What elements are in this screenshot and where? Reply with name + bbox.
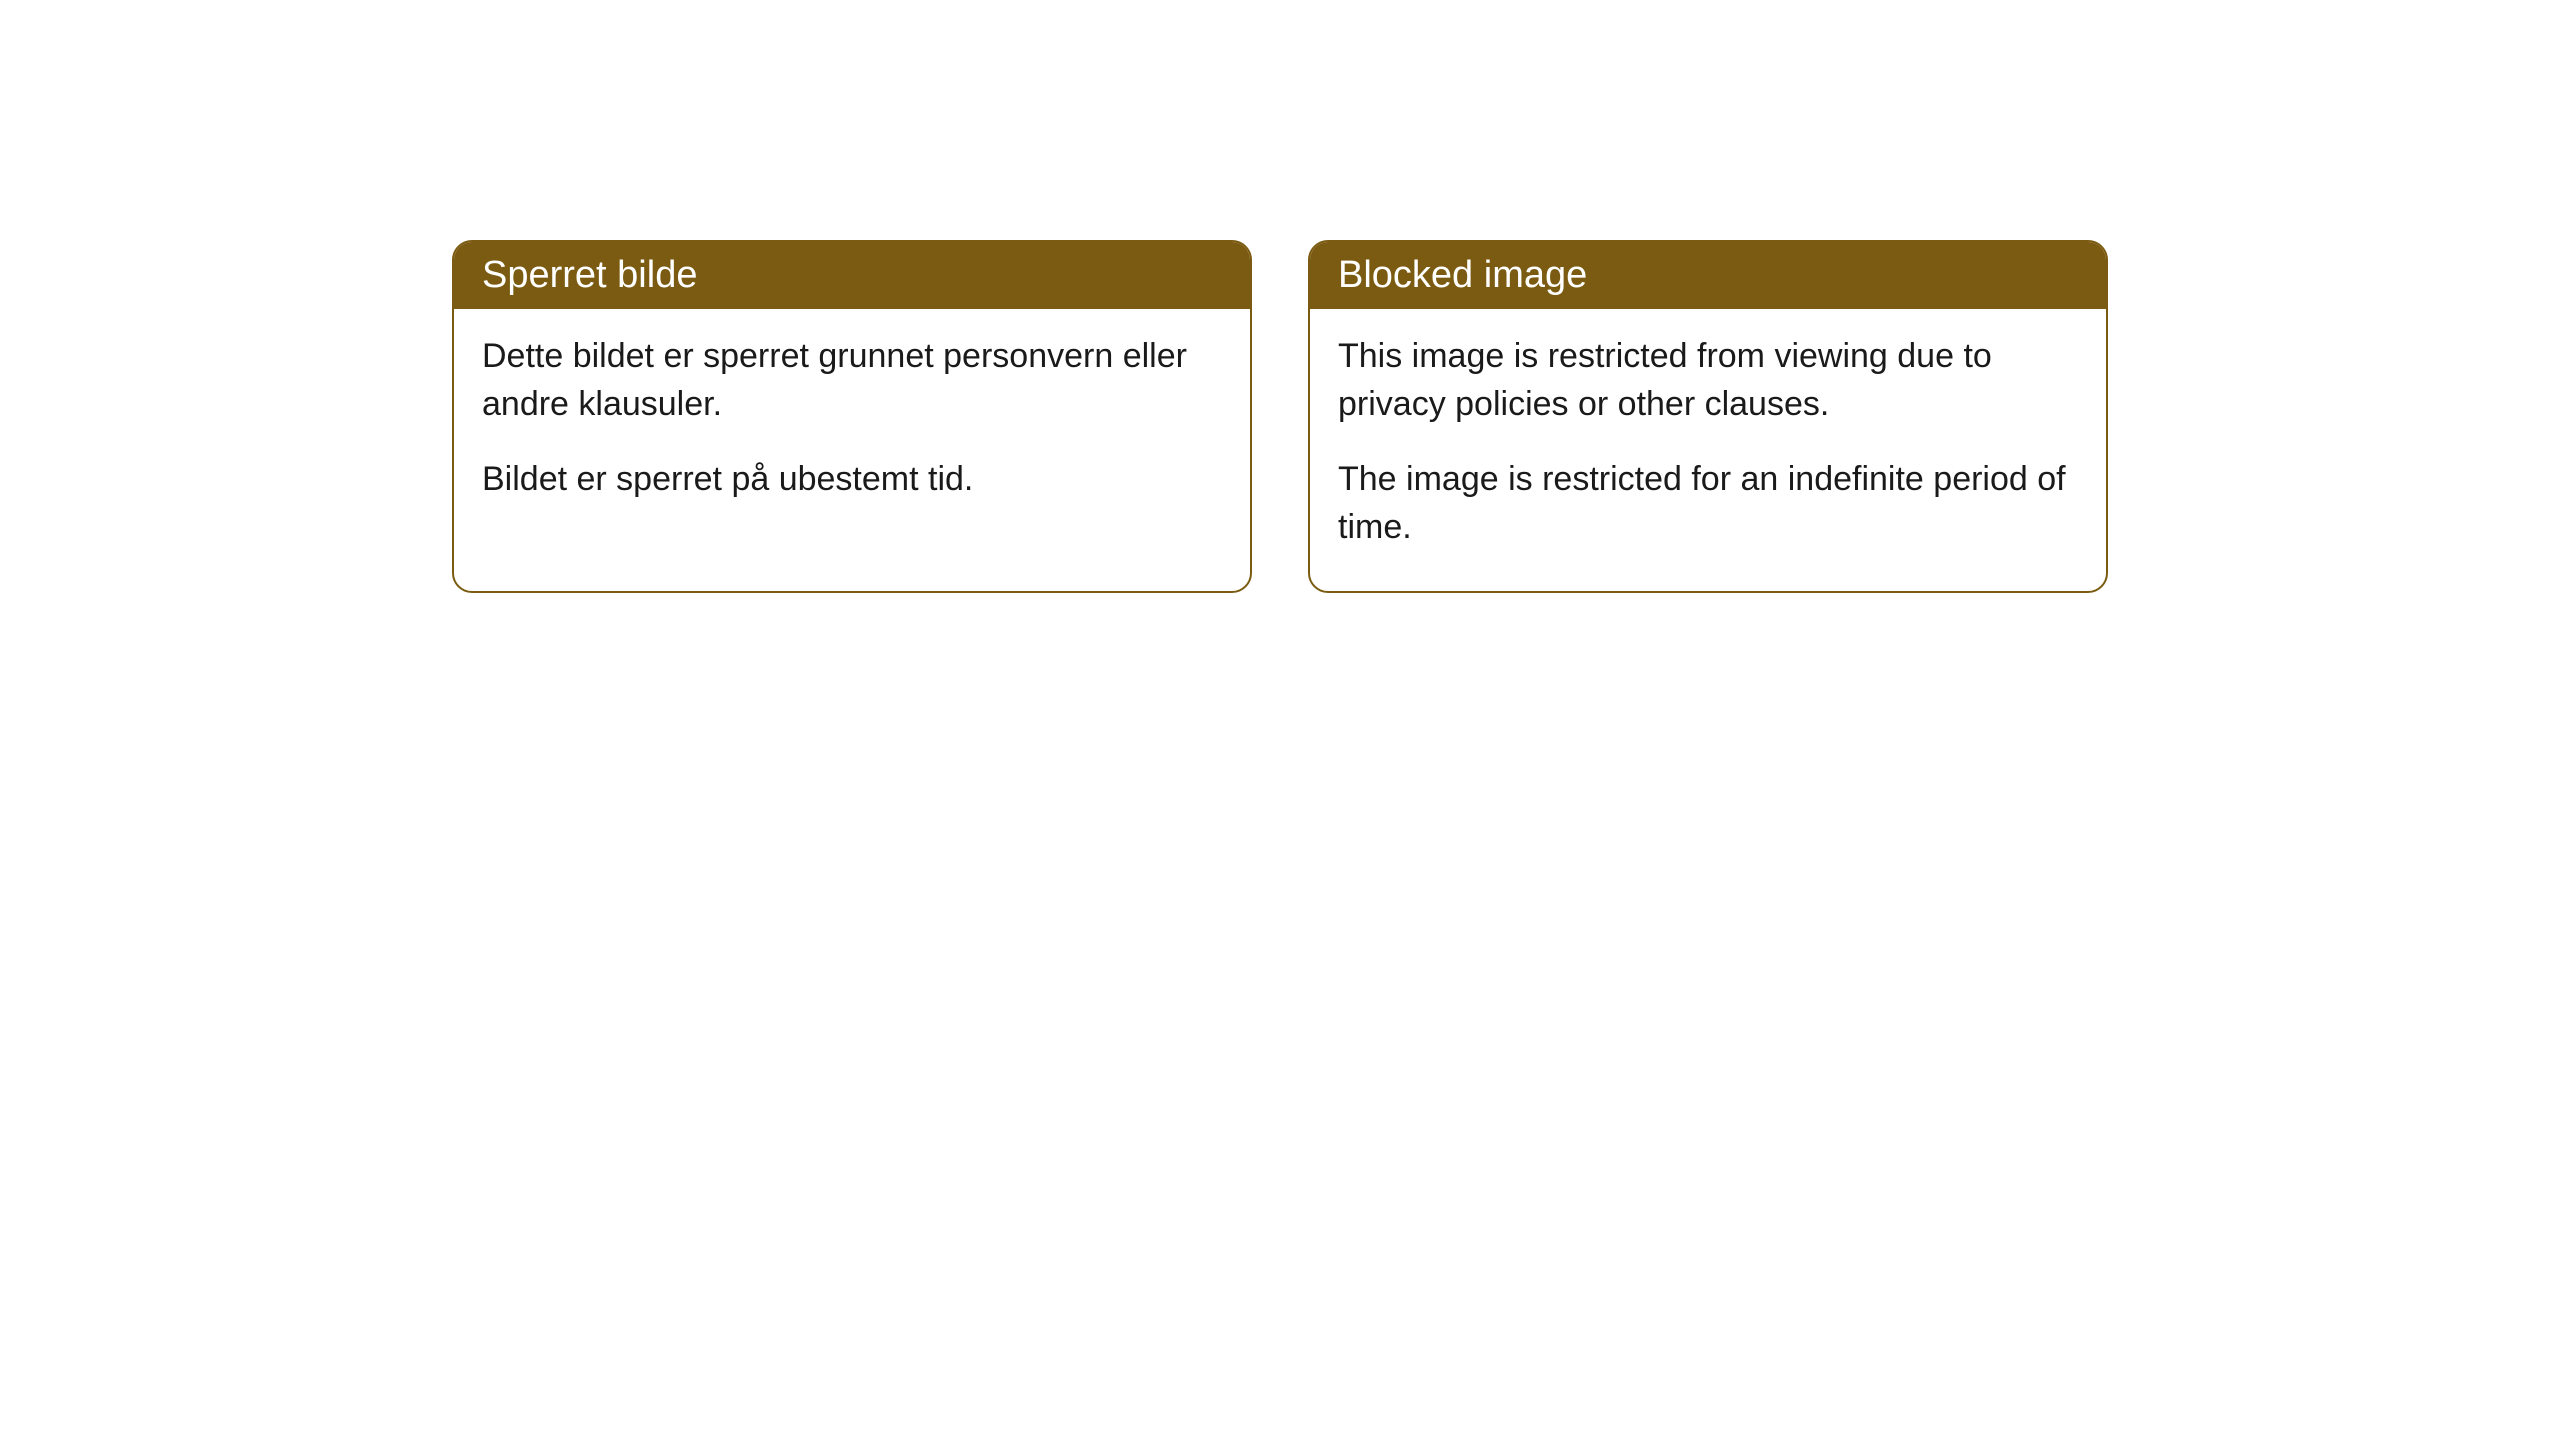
card-paragraph-norwegian-1: Dette bildet er sperret grunnet personve… — [482, 333, 1222, 428]
card-paragraph-english-1: This image is restricted from viewing du… — [1338, 333, 2078, 428]
notice-card-norwegian: Sperret bilde Dette bildet er sperret gr… — [452, 240, 1252, 593]
card-header-english: Blocked image — [1310, 242, 2106, 309]
notice-card-english: Blocked image This image is restricted f… — [1308, 240, 2108, 593]
card-title-english: Blocked image — [1338, 254, 1587, 296]
card-body-english: This image is restricted from viewing du… — [1310, 309, 2106, 591]
card-paragraph-norwegian-2: Bildet er sperret på ubestemt tid. — [482, 456, 1222, 504]
notice-cards-container: Sperret bilde Dette bildet er sperret gr… — [452, 240, 2560, 593]
card-body-norwegian: Dette bildet er sperret grunnet personve… — [454, 309, 1250, 544]
card-title-norwegian: Sperret bilde — [482, 254, 697, 296]
card-paragraph-english-2: The image is restricted for an indefinit… — [1338, 456, 2078, 551]
card-header-norwegian: Sperret bilde — [454, 242, 1250, 309]
